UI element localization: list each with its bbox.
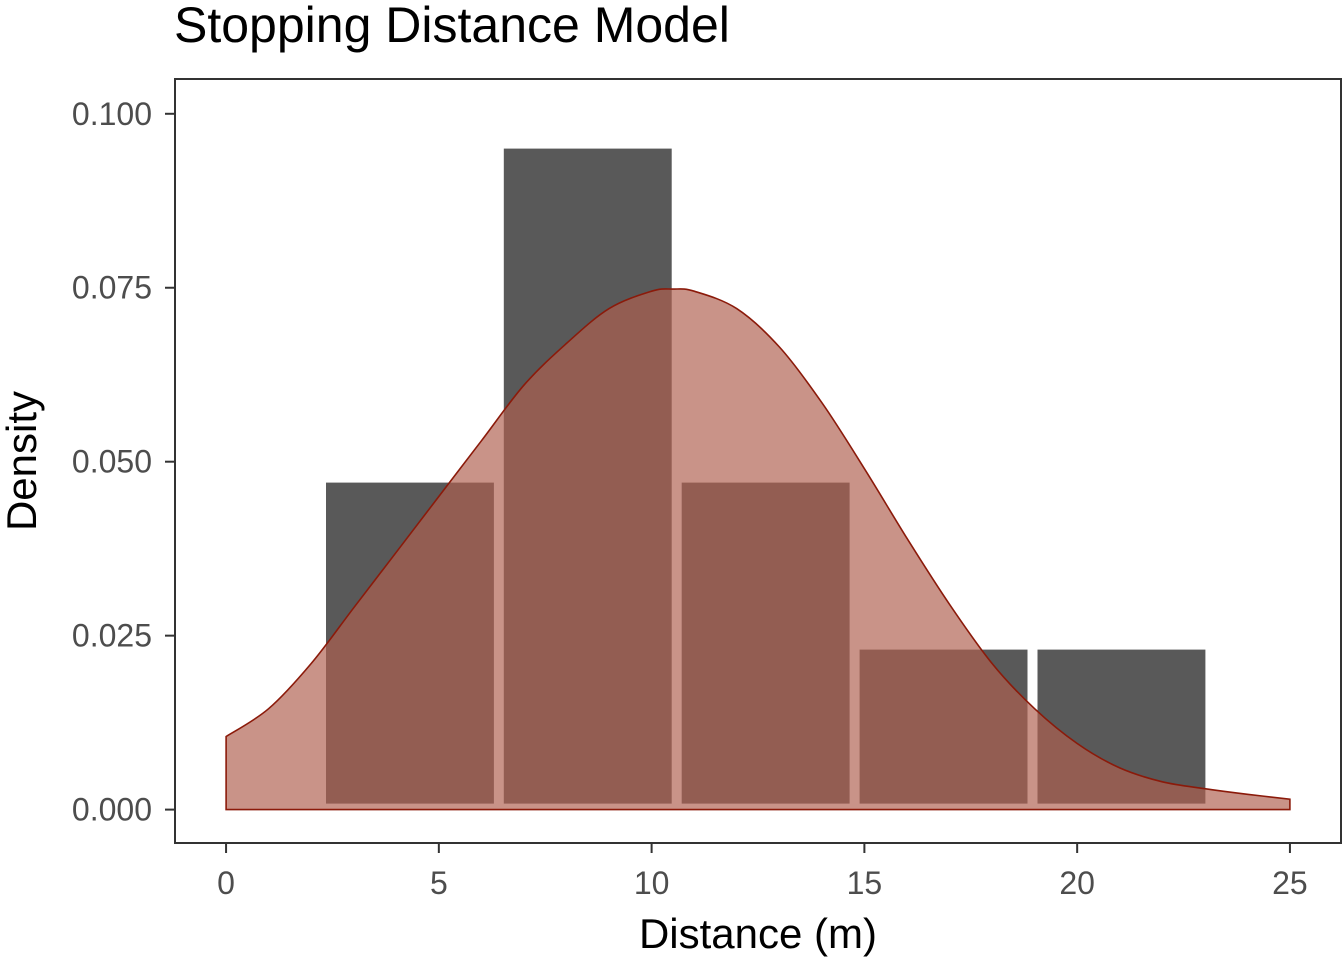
y-tick-label: 0.000	[72, 792, 152, 828]
x-tick-label: 15	[847, 865, 883, 901]
density-area	[225, 288, 1291, 811]
y-tick-label: 0.100	[72, 96, 152, 132]
y-axis-title: Density	[0, 391, 45, 531]
x-axis: 0 5 10 15 20 25	[217, 843, 1308, 901]
x-tick-label: 10	[634, 865, 670, 901]
y-tick-label: 0.025	[72, 618, 152, 654]
plot-area	[174, 78, 1342, 844]
x-tick-label: 25	[1272, 865, 1308, 901]
y-tick-label: 0.050	[72, 444, 152, 480]
chart-title: Stopping Distance Model	[174, 0, 730, 53]
y-axis: 0.000 0.025 0.050 0.075 0.100	[72, 96, 175, 828]
y-tick-label: 0.075	[72, 270, 152, 306]
x-tick-label: 20	[1059, 865, 1095, 901]
x-tick-label: 5	[430, 865, 448, 901]
x-axis-title: Distance (m)	[639, 910, 877, 957]
x-tick-label: 0	[217, 865, 235, 901]
density-layer	[225, 288, 1291, 811]
